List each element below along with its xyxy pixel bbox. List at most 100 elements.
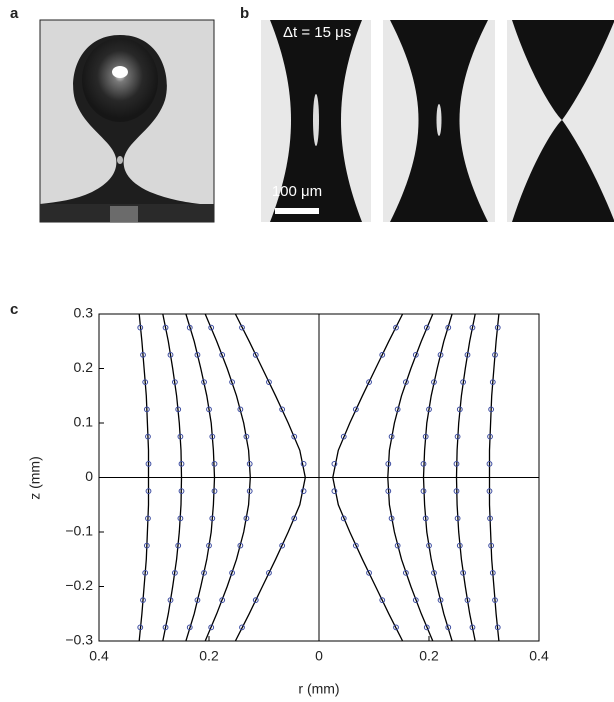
data-point [201,569,207,576]
data-point [177,433,184,440]
data-point [388,433,395,440]
data-point [186,324,193,331]
data-point [194,351,201,358]
y-tick-label: 0 [85,468,93,484]
data-point [237,406,244,413]
data-point [279,406,286,413]
data-point [453,488,460,495]
data-point [489,379,496,386]
data-point [422,515,429,522]
data-point [422,433,429,440]
data-point [412,597,419,604]
data-point [460,569,467,576]
x-axis-label: r (mm) [298,681,339,697]
data-point [252,597,259,604]
data-point [211,488,218,495]
data-point [219,351,226,358]
data-point [492,351,498,358]
y-tick-label: 0.2 [74,359,94,375]
data-point [453,460,460,467]
model-curve [204,313,251,642]
data-point [352,542,359,549]
data-point [486,488,493,495]
data-point [177,515,184,522]
data-point [208,324,215,331]
y-tick-label: −0.3 [65,632,93,648]
data-point [464,351,471,358]
data-point [394,406,401,413]
data-point [206,542,212,549]
data-point [331,460,338,467]
data-point [488,406,495,413]
data-point [494,624,501,631]
data-point [243,515,250,522]
data-point [494,324,501,331]
data-point [140,597,146,604]
data-point [145,460,152,467]
data-point [145,488,152,495]
data-point [412,351,419,358]
x-tick-label: 0.4 [529,648,549,664]
data-point [487,433,493,440]
data-point [143,406,150,413]
data-point [489,569,496,576]
data-point [211,460,218,467]
y-tick-label: −0.1 [65,523,93,539]
photo-b1 [261,20,371,222]
model-curve [185,313,216,642]
data-point [219,597,226,604]
data-point [137,324,144,331]
data-point [201,379,207,386]
scale-bar-label: 100 μm [272,183,322,200]
data-point [469,324,476,331]
data-point [194,597,201,604]
data-point [366,569,372,576]
data-point [340,433,347,440]
data-point [437,597,444,604]
data-point [492,597,498,604]
data-point [143,542,150,549]
data-point [352,406,359,413]
data-point [172,569,178,576]
data-point [454,433,461,440]
data-point [393,324,399,331]
data-point [487,515,493,522]
photo-a [39,19,215,223]
x-tick-label: 0 [315,648,323,664]
panel-label: c [10,301,18,318]
data-point [460,379,467,386]
data-point [379,351,386,358]
data-point [340,515,347,522]
model-curve [138,313,150,642]
model-curve [162,313,183,642]
data-point [454,515,461,522]
data-point [420,488,427,495]
data-point [420,460,427,467]
data-point [385,460,392,467]
data-point [243,433,250,440]
data-point [229,569,236,576]
data-point [300,488,307,495]
data-point [403,569,409,576]
data-point [366,379,372,386]
model-curve [422,313,453,642]
data-point [178,460,185,467]
y-tick-label: 0.3 [74,305,94,321]
data-point [142,379,149,386]
data-point [488,542,495,549]
y-tick-label: 0.1 [74,414,94,430]
photo-b2 [383,20,495,222]
photo-b3 [507,20,614,222]
y-axis-label: z (mm) [27,456,43,500]
data-point [385,488,392,495]
data-point [403,379,409,386]
data-point [252,351,259,358]
data-point [142,569,149,576]
data-point [388,515,395,522]
data-point [137,624,144,631]
data-point [175,542,182,549]
data-point [172,379,178,386]
data-point [246,460,253,467]
x-tick-label: 0.4 [89,648,109,664]
data-point [178,488,185,495]
